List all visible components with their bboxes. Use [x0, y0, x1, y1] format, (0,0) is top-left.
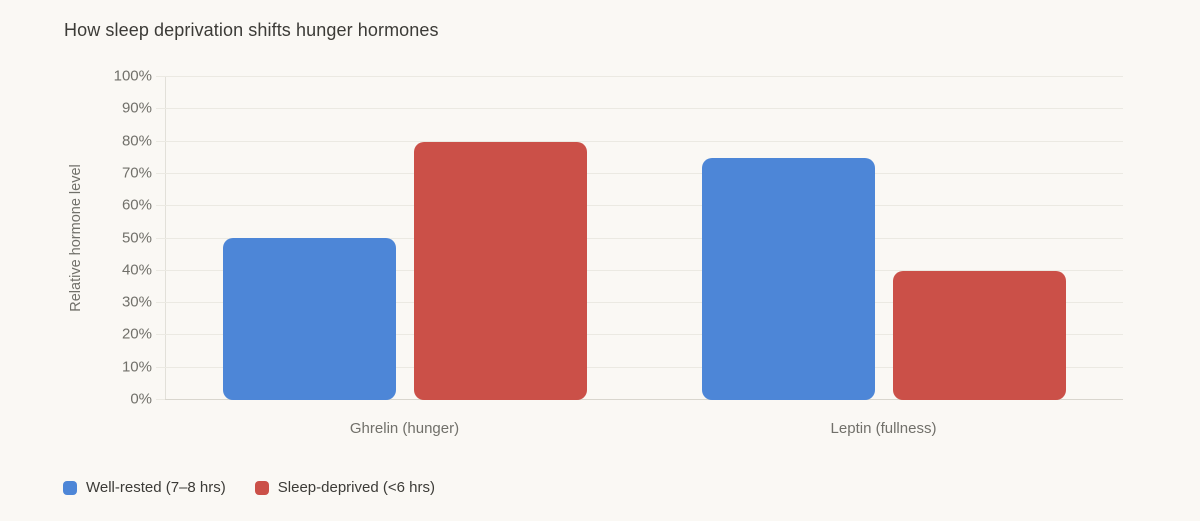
y-tick-mark [156, 238, 165, 239]
y-tick-label: 100% [113, 67, 152, 85]
gridline [165, 141, 1123, 142]
legend-swatch-icon [254, 480, 269, 495]
bar [701, 158, 875, 400]
gridline [165, 302, 1123, 303]
y-tick-mark [156, 76, 165, 77]
y-tick-label: 50% [121, 229, 152, 247]
chart-title: How sleep deprivation shifts hunger horm… [64, 20, 439, 40]
x-tick-label: Leptin (fullness) [830, 420, 937, 437]
gridline [165, 205, 1123, 206]
y-tick-mark [156, 205, 165, 206]
y-tick-label: 30% [121, 293, 152, 311]
y-tick-label: 60% [121, 196, 152, 214]
y-tick-mark [156, 173, 165, 174]
legend: Well-rested (7–8 hrs) Sleep-deprived (<6 … [63, 479, 435, 496]
bar [892, 271, 1066, 400]
y-tick-label: 0% [130, 390, 152, 408]
y-axis-title: Relative hormone level [68, 164, 84, 312]
gridline [165, 367, 1123, 368]
y-tick-label: 10% [121, 358, 152, 376]
y-tick-mark [156, 270, 165, 271]
plot-area: 0% 10% 20% 30% 40% 50% 60% 70% 80% 90% 100% [114, 68, 1123, 408]
x-axis-labels: Ghrelin (hunger) Leptin (fullness) [165, 420, 1123, 437]
legend-label: Well-rested (7–8 hrs) [86, 479, 226, 496]
y-tick-label: 20% [121, 325, 152, 343]
y-tick-label: 80% [121, 132, 152, 150]
y-tick-mark [156, 367, 165, 368]
legend-label: Sleep-deprived (<6 hrs) [277, 479, 435, 496]
legend-item: Sleep-deprived (<6 hrs) [254, 479, 435, 496]
y-tick-mark [156, 399, 165, 400]
bar [222, 238, 396, 400]
gridline [165, 238, 1123, 239]
x-tick-label: Ghrelin (hunger) [349, 420, 460, 437]
y-tick-mark [156, 141, 165, 142]
gridline [165, 399, 1123, 400]
y-tick-mark [156, 108, 165, 109]
gridline [165, 270, 1123, 271]
legend-item: Well-rested (7–8 hrs) [63, 479, 226, 496]
gridline [165, 108, 1123, 109]
y-tick-label: 90% [121, 99, 152, 117]
legend-swatch-icon [63, 480, 77, 495]
y-tick-mark [156, 334, 165, 335]
gridline [165, 173, 1123, 174]
bar [413, 142, 587, 400]
gridline [165, 76, 1123, 77]
y-tick-mark [156, 302, 165, 303]
y-tick-label: 70% [121, 164, 152, 182]
y-tick-label: 40% [121, 261, 152, 279]
gridline [165, 334, 1123, 335]
